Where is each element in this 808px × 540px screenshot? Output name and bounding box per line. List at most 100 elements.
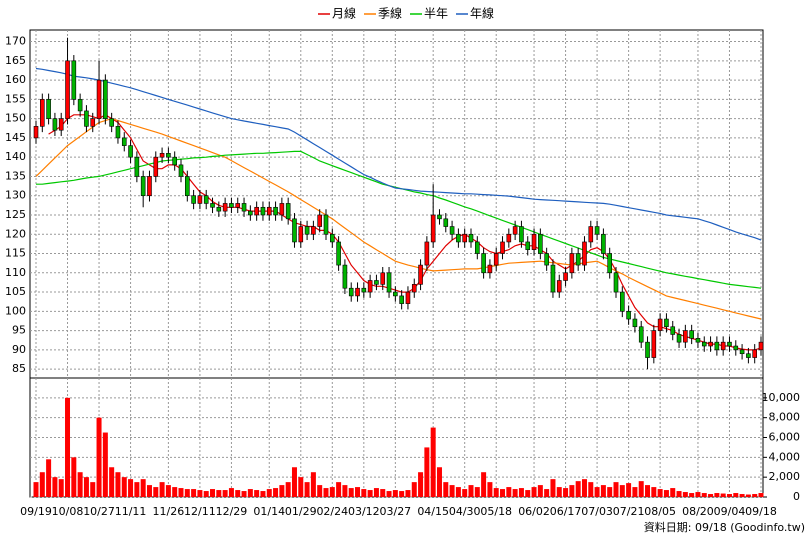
candle-body	[33, 126, 39, 139]
candle-body	[380, 272, 386, 285]
volume-bar	[695, 492, 701, 497]
candle-body	[443, 218, 449, 227]
volume-bar	[657, 489, 663, 497]
ma-line	[48, 114, 762, 351]
volume-bar	[228, 488, 234, 497]
candle-body	[493, 253, 499, 266]
candle-body	[235, 203, 241, 208]
candle-body	[128, 145, 133, 158]
volume-bar	[96, 417, 102, 497]
volume-bar	[197, 490, 203, 497]
x-tick-label: 10/27	[83, 505, 115, 518]
candle-body	[393, 291, 398, 297]
candle-body	[121, 137, 127, 146]
candle-body	[191, 195, 196, 204]
volume-bar	[594, 487, 600, 497]
candle-body	[222, 203, 228, 212]
x-tick-label: 06/17	[550, 505, 582, 518]
candle-body	[620, 291, 625, 312]
x-tick-label: 07/03	[581, 505, 613, 518]
volume-bar	[563, 488, 569, 497]
volume-bar	[165, 485, 171, 497]
volume-bar	[468, 485, 474, 497]
volume-bar	[607, 487, 613, 497]
ma-line	[35, 67, 762, 241]
candle-body	[159, 153, 165, 158]
volume-bar	[83, 477, 89, 497]
volume-bar	[380, 489, 386, 497]
volume-bar	[323, 488, 329, 497]
candle-body	[77, 99, 83, 112]
candle-body	[147, 176, 152, 197]
y-tick-label: 95	[12, 324, 26, 337]
candle-body	[569, 253, 575, 274]
y-tick-label: 125	[5, 208, 26, 221]
candle-body	[752, 349, 757, 358]
y-tick-label: 150	[5, 112, 26, 125]
candle-body	[544, 253, 549, 266]
y2-tick-label: 0	[793, 490, 800, 503]
x-tick-label: 06/02	[518, 505, 550, 518]
candle-body	[405, 291, 411, 304]
volume-bar	[436, 467, 442, 497]
candle-body	[374, 280, 379, 285]
volume-bar	[588, 482, 594, 497]
candle-body	[71, 60, 77, 100]
legend-label: 年線	[470, 6, 494, 21]
volume-bar	[178, 488, 184, 497]
candle-body	[58, 118, 64, 131]
volume-bar	[714, 493, 720, 497]
candle-body	[304, 226, 310, 235]
x-tick-label: 09/04	[714, 505, 746, 518]
volume-bar	[531, 487, 537, 497]
volume-bar	[424, 447, 430, 497]
candle-body	[298, 226, 304, 243]
candle-body	[65, 60, 70, 119]
volume-bar	[474, 487, 480, 497]
volume-bar	[405, 490, 411, 497]
candle-body	[140, 176, 146, 197]
volume-bar	[613, 482, 619, 497]
candle-body	[531, 233, 537, 250]
volume-bar	[758, 493, 764, 497]
volume-bar	[682, 492, 688, 497]
candle-body	[645, 341, 650, 358]
volume-bar	[134, 482, 140, 497]
volume-bar	[247, 489, 253, 497]
y2-tick-label: 4,000	[769, 450, 801, 463]
candle-body	[418, 264, 423, 285]
volume-bar	[210, 489, 216, 497]
volume-bar	[500, 489, 506, 497]
volume-bar	[726, 494, 732, 497]
volume-bar	[651, 487, 657, 497]
candle-body	[506, 233, 512, 243]
volume-bar	[455, 487, 461, 497]
y-tick-label: 85	[12, 362, 26, 375]
volume-bar	[109, 467, 115, 497]
y-tick-label: 155	[5, 92, 26, 105]
candle-body	[172, 156, 177, 166]
candle-body	[266, 206, 272, 216]
candle-body	[254, 206, 259, 216]
volume-bar	[367, 490, 373, 497]
volume-bar	[348, 488, 354, 497]
candle-body	[739, 349, 745, 355]
candle-body	[500, 241, 505, 254]
candle-body	[563, 272, 568, 281]
candle-body	[468, 233, 474, 243]
volume-bar	[626, 483, 632, 497]
volume-bar	[701, 493, 707, 497]
candle-body	[210, 203, 215, 208]
candle-body	[399, 295, 404, 304]
volume-bar	[537, 485, 543, 497]
volume-bar	[298, 477, 304, 497]
candle-body	[695, 338, 701, 343]
candle-body	[330, 233, 335, 243]
volume-bar	[689, 493, 695, 497]
candle-body	[456, 233, 461, 243]
volume-bar	[146, 485, 152, 497]
candle-body	[260, 206, 266, 216]
x-tick-label: 11/11	[115, 505, 147, 518]
candle-body	[556, 280, 562, 293]
volume-bar	[317, 485, 323, 497]
